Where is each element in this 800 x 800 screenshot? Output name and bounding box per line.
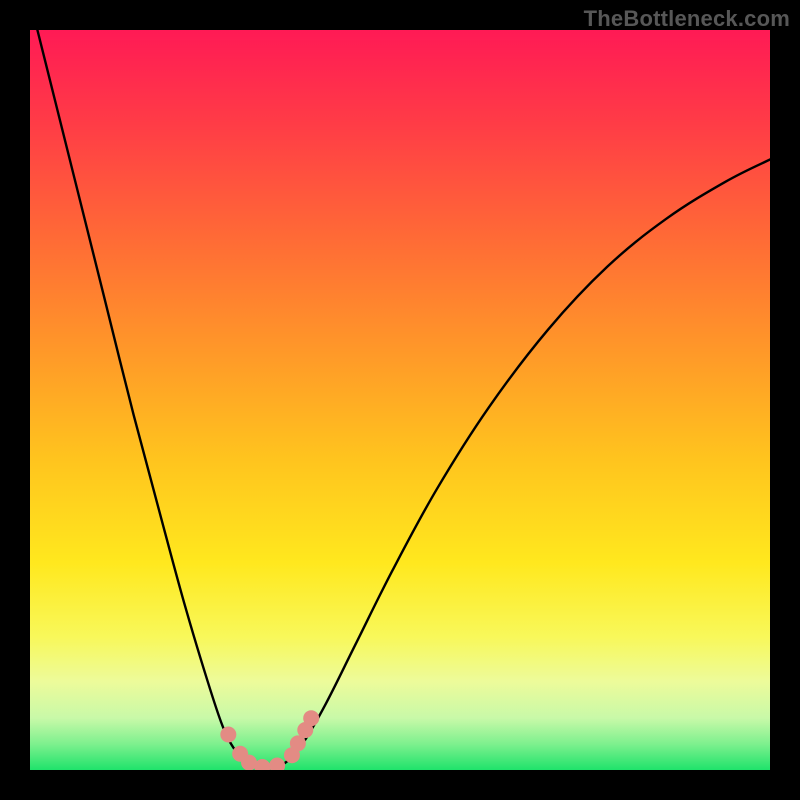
chart-frame: TheBottleneck.com	[0, 0, 800, 800]
watermark-text: TheBottleneck.com	[584, 6, 790, 32]
gradient-background	[30, 30, 770, 770]
plot-area	[30, 30, 770, 770]
